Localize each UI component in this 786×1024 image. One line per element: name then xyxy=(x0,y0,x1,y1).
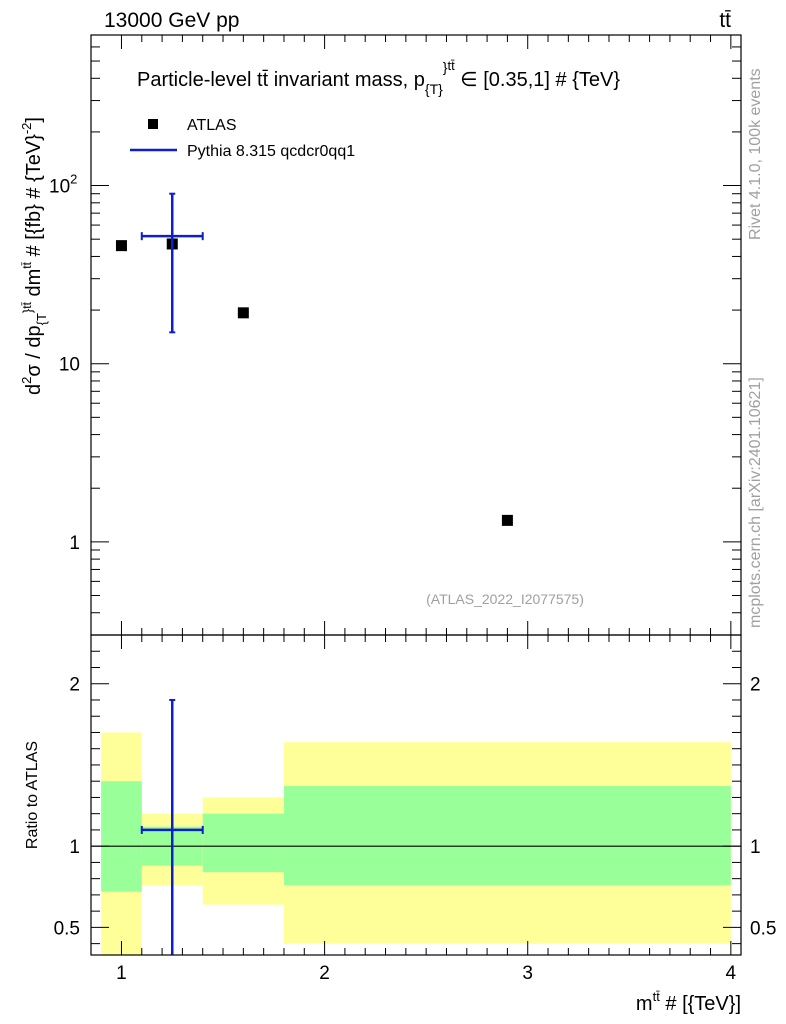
ratio-data-points xyxy=(140,698,204,955)
ratio-ticks: 1 2 3 4 0.5 0.5 1 1 2 2 xyxy=(54,635,776,984)
atlas-data-point xyxy=(115,240,127,252)
legend-atlas-label: ATLAS xyxy=(187,117,237,134)
main-data-points xyxy=(115,192,513,526)
main-y-tick-label: 1 xyxy=(69,533,80,554)
ratio-y-tick-label-left: 1 xyxy=(69,837,80,858)
main-ticks: 1 10 102 xyxy=(49,34,741,636)
process-label: tt̄ xyxy=(719,9,731,32)
atlas-data-point xyxy=(237,307,249,319)
ratio-frame xyxy=(90,634,742,956)
ratio-y-tick-label-right: 1 xyxy=(750,837,761,858)
main-y-tick-label: 102 xyxy=(49,172,77,198)
ratio-uncertainty-bands xyxy=(101,732,731,955)
main-plot-panel: 1 10 102 (ATLAS_2022_I2077575) Particle-le… xyxy=(19,34,742,636)
main-y-tick-label: 10 xyxy=(59,355,80,376)
x-tick-label: 2 xyxy=(319,963,330,984)
energy-label: 13000 GeV pp xyxy=(104,9,239,32)
x-tick-label: 4 xyxy=(726,963,737,984)
x-axis-label: mtt̄ # [{TeV}] xyxy=(636,989,741,1015)
x-tick-label: 1 xyxy=(116,963,127,984)
main-y-axis-label: d2σ / dp{T}tt̄ dmtt̄ # [{fb} # {TeV}-2] xyxy=(19,117,49,395)
mcplots-label: mcplots.cern.ch [arXiv:2401.10621] xyxy=(747,377,764,628)
rivet-label: Rivet 4.1.0, 100k events xyxy=(747,68,764,240)
atlas-data-point xyxy=(501,514,513,526)
ratio-y-tick-label-right: 0.5 xyxy=(750,918,776,939)
plot-title: Particle-level tt̄ invariant mass, p{T}}… xyxy=(137,58,620,97)
ratio-y-tick-label-left: 2 xyxy=(69,675,80,696)
ratio-inner-band xyxy=(202,813,284,873)
ratio-plot-panel: 1 2 3 4 0.5 0.5 1 1 2 2 Ratio to ATLAS mtt̄ # [{T… xyxy=(24,634,776,1015)
legend: ATLAS Pythia 8.315 qcdcr0qq1 xyxy=(130,117,355,160)
ratio-inner-band xyxy=(283,786,731,886)
legend-pythia-label: Pythia 8.315 qcdcr0qq1 xyxy=(187,143,355,160)
ratio-inner-band xyxy=(101,781,142,892)
analysis-watermark: (ATLAS_2022_I2077575) xyxy=(426,591,584,607)
ratio-y-tick-label-left: 0.5 xyxy=(54,918,80,939)
x-tick-label: 3 xyxy=(522,963,533,984)
ratio-y-tick-label-right: 2 xyxy=(750,675,761,696)
ratio-y-axis-label: Ratio to ATLAS xyxy=(24,741,41,849)
legend-atlas-marker xyxy=(148,119,158,129)
